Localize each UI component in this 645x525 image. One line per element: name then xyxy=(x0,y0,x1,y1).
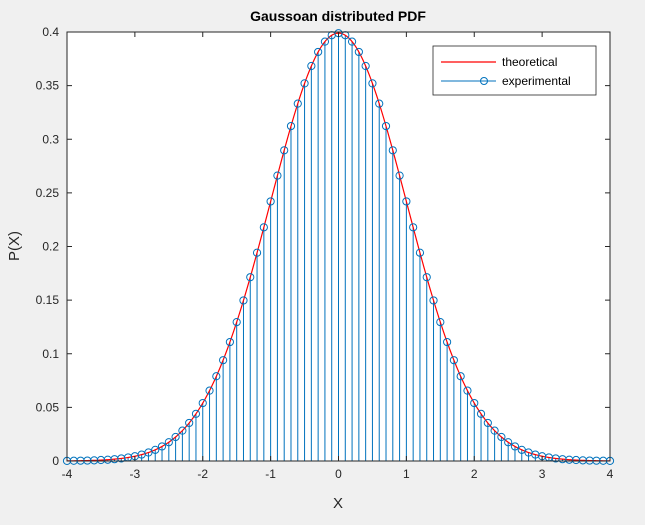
legend-experimental-label: experimental xyxy=(502,74,571,88)
stem-marker xyxy=(293,99,302,108)
stem-marker xyxy=(246,273,255,282)
legend-box xyxy=(432,45,597,96)
legend-theoretical-label: theoretical xyxy=(502,55,557,69)
y-tick-label: 0.05 xyxy=(36,400,60,414)
y-tick-label: 0 xyxy=(52,454,59,468)
stem-marker xyxy=(517,445,526,454)
stem-marker xyxy=(381,121,391,131)
stem-marker xyxy=(510,442,520,451)
y-tick-label: 0.3 xyxy=(42,132,59,146)
stem-marker xyxy=(171,432,180,442)
stem-marker xyxy=(314,47,323,57)
stem-marker xyxy=(178,426,187,435)
stem-marker xyxy=(476,409,486,418)
x-tick-label: -1 xyxy=(265,467,276,481)
stem-marker xyxy=(456,372,465,381)
stem-marker xyxy=(252,248,262,257)
y-tick-label: 0.4 xyxy=(42,25,59,39)
stem-marker xyxy=(395,171,404,180)
stem-marker xyxy=(212,372,221,381)
stem-marker xyxy=(402,197,411,206)
stem-marker xyxy=(205,386,214,395)
stem-marker xyxy=(483,418,492,428)
stem-marker xyxy=(164,438,173,447)
stem-marker xyxy=(320,37,330,46)
stem-marker xyxy=(157,442,167,451)
y-tick-label: 0.25 xyxy=(36,186,60,200)
stem-marker xyxy=(415,248,425,257)
stem-marker xyxy=(191,409,201,418)
x-tick-label: 0 xyxy=(335,467,342,481)
stem-marker xyxy=(463,386,472,395)
y-tick-label: 0.15 xyxy=(36,293,60,307)
stem-marker xyxy=(497,432,506,442)
stem-marker xyxy=(273,171,282,180)
stem-marker xyxy=(347,37,357,46)
stem-marker xyxy=(470,398,479,408)
stem-marker xyxy=(144,448,153,457)
x-tick-label: 4 xyxy=(607,467,614,481)
stem-marker xyxy=(151,445,160,454)
stem-marker xyxy=(239,296,248,305)
stem-marker xyxy=(232,318,241,327)
chart-title: Gaussoan distributed PDF xyxy=(250,8,426,24)
stem-marker xyxy=(375,99,384,108)
stem-marker xyxy=(449,356,458,365)
stem-marker xyxy=(219,356,228,365)
stem-marker xyxy=(307,61,316,71)
stem-marker xyxy=(504,438,513,447)
stem-marker xyxy=(422,273,431,282)
x-axis-ticks: -4 -3 -2 -1 0 1 2 3 4 xyxy=(62,32,614,481)
legend: theoretical experimental xyxy=(432,45,597,96)
x-tick-label: 1 xyxy=(403,467,410,481)
experimental-stems xyxy=(66,33,611,461)
x-axis-label: X xyxy=(333,495,343,512)
stem-marker xyxy=(300,79,309,88)
stem-marker xyxy=(286,121,296,131)
x-tick-label: -4 xyxy=(62,467,73,481)
y-axis-ticks: 0 0.05 0.1 0.15 0.2 0.25 0.3 0.35 0.4 xyxy=(36,25,610,468)
y-tick-label: 0.2 xyxy=(42,240,59,254)
stem-marker xyxy=(436,318,445,327)
y-axis-label: P(X) xyxy=(6,231,23,261)
stem-marker xyxy=(259,223,268,232)
stem-marker xyxy=(429,296,438,305)
stem-marker xyxy=(354,47,363,57)
stem-marker xyxy=(490,426,499,435)
stem-marker xyxy=(409,223,418,232)
stem-marker xyxy=(361,61,370,71)
y-tick-label: 0.35 xyxy=(36,79,60,93)
stem-marker xyxy=(225,337,234,347)
stem-marker xyxy=(266,197,275,206)
stem-marker xyxy=(185,418,194,428)
stem-marker xyxy=(280,146,289,155)
stem-marker xyxy=(368,79,377,88)
x-tick-label: -2 xyxy=(197,467,208,481)
legend-experimental-marker xyxy=(480,77,488,85)
x-tick-label: 2 xyxy=(471,467,478,481)
x-tick-label: 3 xyxy=(539,467,546,481)
stem-marker xyxy=(198,398,207,408)
stem-marker xyxy=(443,337,452,347)
x-tick-label: -3 xyxy=(130,467,141,481)
y-tick-label: 0.1 xyxy=(42,347,59,361)
stem-marker xyxy=(388,146,397,155)
